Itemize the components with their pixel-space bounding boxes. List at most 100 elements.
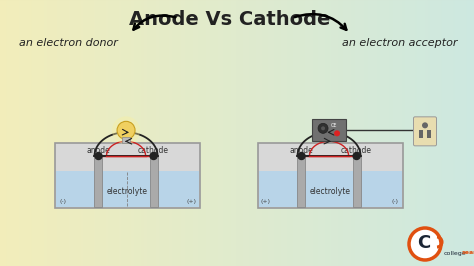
Bar xyxy=(168,0,169,266)
Bar xyxy=(307,0,308,266)
Bar xyxy=(473,0,474,266)
Text: an electron acceptor: an electron acceptor xyxy=(342,38,458,48)
Text: C: C xyxy=(418,234,430,252)
Bar xyxy=(122,137,130,143)
Bar xyxy=(119,0,120,266)
Circle shape xyxy=(95,152,102,160)
Bar xyxy=(312,119,346,141)
Bar xyxy=(86,0,87,266)
Bar xyxy=(176,0,177,266)
Bar xyxy=(151,0,152,266)
Bar xyxy=(384,0,385,266)
Bar xyxy=(100,0,101,266)
Bar xyxy=(157,0,158,266)
Bar xyxy=(33,0,34,266)
Bar xyxy=(261,0,262,266)
Bar xyxy=(214,0,215,266)
Bar xyxy=(244,0,245,266)
Bar xyxy=(45,0,46,266)
Text: electrolyte: electrolyte xyxy=(107,188,148,196)
Bar xyxy=(259,0,260,266)
Circle shape xyxy=(321,126,325,130)
Bar xyxy=(113,0,114,266)
Bar xyxy=(43,0,44,266)
Circle shape xyxy=(334,130,340,136)
Bar xyxy=(395,0,396,266)
Bar xyxy=(10,0,11,266)
Bar xyxy=(341,0,342,266)
Bar xyxy=(429,0,430,266)
Bar xyxy=(280,0,281,266)
Bar xyxy=(471,0,472,266)
Bar xyxy=(140,0,141,266)
Bar xyxy=(93,0,94,266)
Text: an electron donor: an electron donor xyxy=(18,38,118,48)
Bar xyxy=(139,0,140,266)
Bar xyxy=(91,0,92,266)
Bar xyxy=(270,0,271,266)
Bar xyxy=(275,0,276,266)
Bar xyxy=(64,0,65,266)
Bar xyxy=(375,0,376,266)
Bar xyxy=(409,0,410,266)
Bar xyxy=(131,0,132,266)
Bar xyxy=(170,0,171,266)
Bar xyxy=(111,0,112,266)
Bar xyxy=(250,0,251,266)
Bar xyxy=(235,0,236,266)
Bar xyxy=(104,0,105,266)
Bar xyxy=(248,0,249,266)
Bar xyxy=(278,0,279,266)
Bar xyxy=(398,0,399,266)
Bar xyxy=(313,0,314,266)
Bar xyxy=(377,0,378,266)
Bar xyxy=(301,0,302,266)
Bar xyxy=(158,0,159,266)
Bar xyxy=(34,0,35,266)
Bar xyxy=(40,0,41,266)
Bar xyxy=(125,0,126,266)
Bar xyxy=(370,0,371,266)
Bar xyxy=(320,0,321,266)
Bar xyxy=(401,0,402,266)
Bar xyxy=(410,0,411,266)
Bar xyxy=(256,0,257,266)
Bar xyxy=(82,0,83,266)
Bar xyxy=(80,0,81,266)
Bar xyxy=(42,0,43,266)
Bar xyxy=(156,0,157,266)
Bar xyxy=(303,0,304,266)
Bar xyxy=(178,0,179,266)
Bar xyxy=(37,0,38,266)
Bar xyxy=(470,0,471,266)
Bar xyxy=(382,0,383,266)
Bar xyxy=(325,0,326,266)
Bar xyxy=(246,0,247,266)
Bar xyxy=(142,0,143,266)
Bar xyxy=(120,0,121,266)
Bar xyxy=(319,0,320,266)
Text: CE: CE xyxy=(331,123,337,128)
Bar xyxy=(322,0,323,266)
Bar xyxy=(402,0,403,266)
Bar xyxy=(190,0,191,266)
Bar xyxy=(35,0,36,266)
Text: electrolyte: electrolyte xyxy=(310,188,351,196)
Bar xyxy=(233,0,234,266)
Bar xyxy=(407,0,408,266)
Bar xyxy=(32,0,33,266)
Text: (+): (+) xyxy=(261,198,271,203)
Bar xyxy=(349,0,350,266)
Bar xyxy=(41,0,42,266)
Bar xyxy=(61,0,62,266)
Bar xyxy=(96,0,97,266)
Bar xyxy=(138,0,139,266)
Bar xyxy=(257,0,258,266)
Bar xyxy=(388,0,389,266)
Bar xyxy=(144,0,145,266)
Bar xyxy=(441,0,442,266)
Bar xyxy=(267,0,268,266)
Bar xyxy=(39,0,40,266)
Bar xyxy=(285,0,286,266)
FancyArrowPatch shape xyxy=(295,14,346,30)
